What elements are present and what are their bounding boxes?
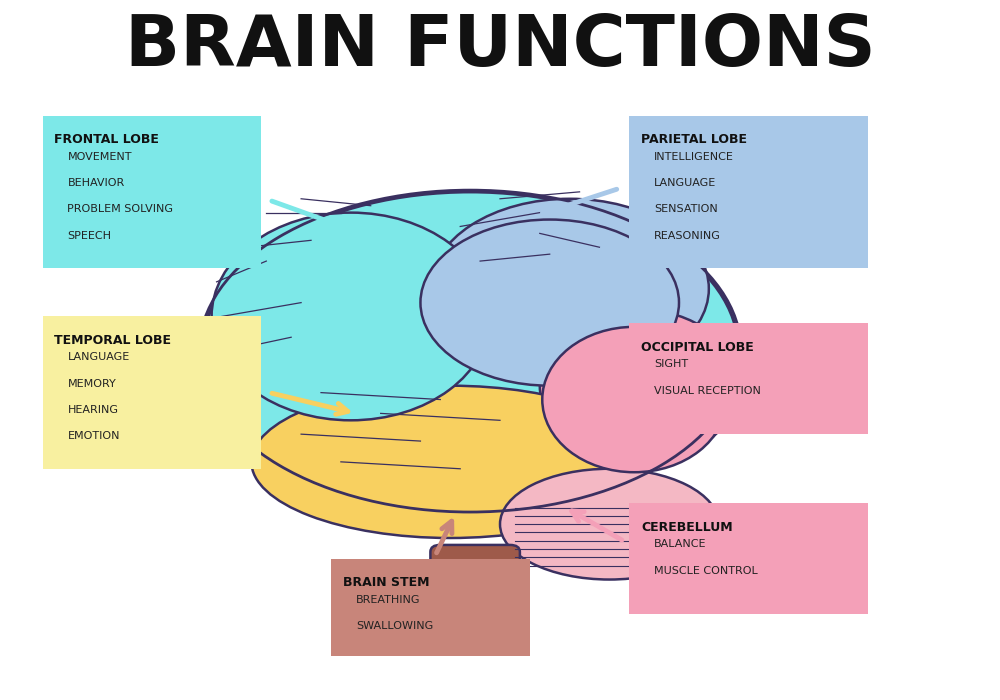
Text: LANGUAGE: LANGUAGE (67, 353, 130, 363)
Text: HEARING: HEARING (67, 405, 118, 415)
Text: PARIETAL LOBE: PARIETAL LOBE (641, 133, 747, 146)
Text: REASONING: REASONING (654, 230, 721, 241)
Text: SPEECH: SPEECH (67, 230, 111, 241)
Text: BRAIN STEM: BRAIN STEM (343, 576, 429, 589)
Text: BEHAVIOR: BEHAVIOR (67, 178, 125, 188)
FancyBboxPatch shape (43, 316, 261, 469)
Text: LANGUAGE: LANGUAGE (654, 178, 716, 188)
Text: EMOTION: EMOTION (67, 431, 120, 442)
Text: PROBLEM SOLVING: PROBLEM SOLVING (67, 204, 173, 214)
Ellipse shape (540, 309, 739, 462)
FancyBboxPatch shape (629, 116, 868, 268)
FancyBboxPatch shape (331, 559, 530, 656)
Ellipse shape (212, 213, 490, 420)
Text: MUSCLE CONTROL: MUSCLE CONTROL (654, 566, 758, 575)
Text: TEMPORAL LOBE: TEMPORAL LOBE (54, 334, 171, 346)
Text: VISUAL RECEPTION: VISUAL RECEPTION (654, 386, 761, 396)
Text: MEMORY: MEMORY (67, 379, 116, 389)
FancyBboxPatch shape (430, 545, 520, 642)
Ellipse shape (202, 192, 739, 510)
Ellipse shape (251, 386, 649, 538)
FancyBboxPatch shape (43, 116, 261, 268)
Ellipse shape (430, 199, 709, 379)
Ellipse shape (542, 327, 726, 473)
Text: SIGHT: SIGHT (654, 359, 688, 370)
Text: OCCIPITAL LOBE: OCCIPITAL LOBE (641, 341, 754, 354)
FancyBboxPatch shape (629, 503, 868, 614)
Text: BALANCE: BALANCE (654, 540, 707, 550)
Text: INTELLIGENCE: INTELLIGENCE (654, 152, 734, 162)
FancyBboxPatch shape (629, 323, 868, 434)
Text: BRAIN FUNCTIONS: BRAIN FUNCTIONS (125, 12, 875, 81)
Text: CEREBELLUM: CEREBELLUM (641, 521, 733, 533)
Text: BREATHING: BREATHING (356, 595, 420, 605)
Text: FRONTAL LOBE: FRONTAL LOBE (54, 133, 159, 146)
Text: SENSATION: SENSATION (654, 204, 718, 214)
Text: SWALLOWING: SWALLOWING (356, 621, 433, 631)
Ellipse shape (420, 220, 679, 386)
Text: MOVEMENT: MOVEMENT (67, 152, 132, 162)
Ellipse shape (500, 469, 719, 580)
